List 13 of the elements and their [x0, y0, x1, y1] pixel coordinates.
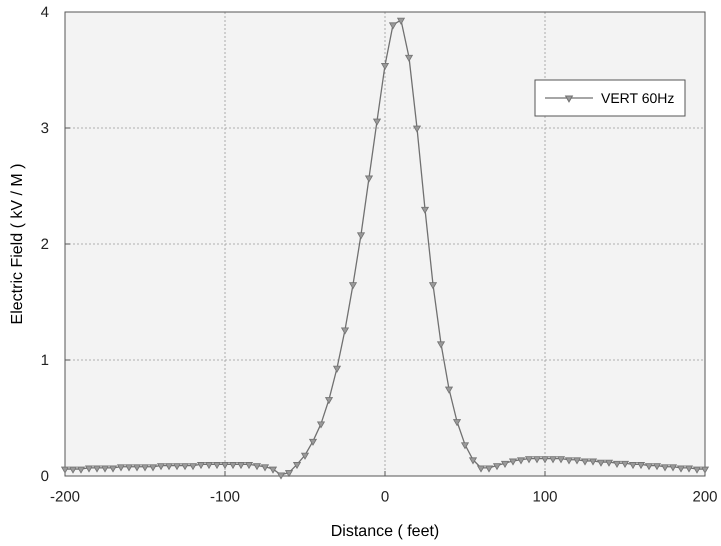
x-tick-label: 200	[692, 488, 718, 506]
x-tick-label: -200	[50, 488, 80, 506]
y-tick-label: 4	[40, 4, 49, 21]
y-axis-title: Electric Field ( kV / M )	[9, 164, 26, 324]
y-tick-label: 3	[40, 120, 49, 137]
y-tick-label: 1	[40, 352, 49, 369]
y-tick-label: 0	[40, 468, 49, 485]
x-tick-label: -100	[210, 488, 240, 506]
x-axis-title: Distance ( feet)	[330, 523, 440, 540]
legend-label: VERT 60Hz	[601, 90, 674, 106]
x-tick-label: 0	[380, 488, 390, 506]
y-tick-label: 2	[40, 236, 49, 253]
x-tick-label: 100	[532, 488, 558, 506]
